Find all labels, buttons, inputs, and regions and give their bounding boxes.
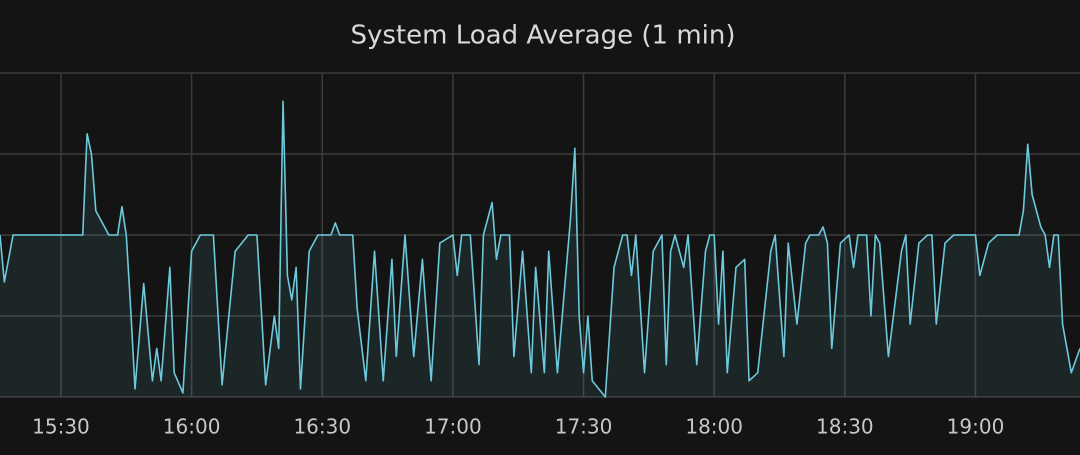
x-tick-label: 18:00 [685,415,743,439]
x-tick-label: 17:00 [424,415,482,439]
x-tick-label: 18:30 [816,415,874,439]
x-tick-label: 17:30 [555,415,613,439]
area [0,101,1080,397]
x-tick-label: 16:30 [293,415,351,439]
x-tick-label: 16:00 [163,415,221,439]
line [0,100,1080,398]
x-tick-label: 19:00 [947,415,1005,439]
chart-title: System Load Average (1 min) [350,21,735,51]
x-tick-label: 15:30 [32,415,90,439]
